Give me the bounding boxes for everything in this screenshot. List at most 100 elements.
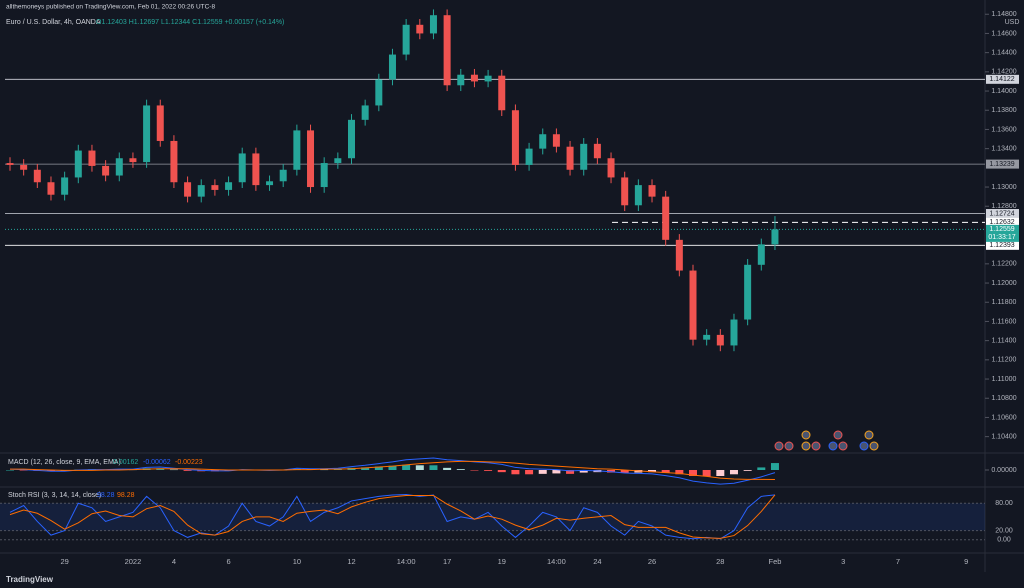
- candle-body: [511, 110, 519, 165]
- stoch-title: Stoch RSI (3, 3, 14, 14, close): [8, 492, 101, 499]
- candle-body: [675, 239, 683, 271]
- currency: USD: [1005, 19, 1020, 26]
- candle-body: [580, 143, 588, 170]
- x-tick-label: 17: [443, 557, 451, 566]
- macd-histogram-bar: [6, 470, 14, 471]
- level-badge: [986, 240, 1019, 250]
- x-tick-label: 24: [593, 557, 601, 566]
- candle-body: [429, 15, 437, 34]
- macd-histogram-bar: [661, 470, 670, 473]
- x-tick-label: 14:00: [547, 557, 566, 566]
- macd-histogram-bar: [648, 470, 657, 473]
- signal-value: -0.00223: [175, 459, 203, 466]
- y-tick-label: 80.00: [995, 500, 1013, 507]
- candle-body: [716, 334, 724, 346]
- candle-body: [74, 150, 82, 178]
- x-tick-label: 4: [172, 557, 176, 566]
- y-tick-label: 1.10600: [991, 414, 1016, 421]
- x-tick-label: 19: [498, 557, 506, 566]
- y-tick-label: 1.11800: [992, 299, 1017, 306]
- level-badge-label: 1.12632: [989, 219, 1014, 226]
- y-tick-label: 1.13800: [991, 107, 1016, 114]
- x-tick-label: Feb: [768, 557, 781, 566]
- y-tick-label: 1.14800: [991, 11, 1016, 18]
- x-tick-label: 10: [293, 557, 301, 566]
- candle-body: [498, 75, 506, 111]
- y-tick-label: 1.11000: [992, 376, 1017, 383]
- macd-hist-value: 0.00162: [113, 459, 138, 466]
- y-tick-label: 1.11600: [992, 318, 1017, 325]
- y-tick-label: 1.12000: [991, 280, 1016, 287]
- stoch-d-line: [9, 494, 776, 539]
- candle-body: [334, 158, 342, 164]
- x-tick-label: 12: [347, 557, 355, 566]
- candle-body: [238, 153, 246, 183]
- y-tick-label: 20.00: [995, 527, 1013, 534]
- macd-histogram-bar: [484, 470, 493, 471]
- candle-body: [211, 185, 219, 190]
- last-price-badge: [986, 224, 1019, 242]
- macd-histogram-bar: [552, 470, 561, 474]
- macd-histogram-bar: [388, 465, 397, 470]
- y-tick-label: 1.13400: [991, 145, 1016, 152]
- macd-histogram-bar: [620, 470, 629, 473]
- macd-line: [9, 457, 776, 485]
- candle-body: [225, 182, 233, 190]
- candle-body: [388, 54, 396, 80]
- macd-histogram-bar: [374, 466, 383, 470]
- level-badge-label: 1.14122: [989, 76, 1014, 83]
- candle-body: [279, 169, 287, 182]
- candle-body: [689, 270, 697, 340]
- level-badge-label: 1.12393: [989, 242, 1014, 249]
- candle-body: [170, 140, 178, 183]
- macd-histogram-bar: [743, 470, 752, 471]
- candle-body: [416, 24, 424, 34]
- y-tick-label: 1.10800: [991, 395, 1016, 402]
- macd-histogram-bar: [169, 469, 178, 471]
- macd-title: MACD (12, 26, close, 9, EMA, EMA): [8, 459, 121, 466]
- macd-histogram-bar: [716, 470, 725, 476]
- macd-histogram-bar: [443, 467, 452, 470]
- macd-histogram-bar: [470, 470, 479, 471]
- candle-body: [402, 24, 410, 55]
- x-tick-label: 14:00: [397, 557, 416, 566]
- candle-body: [730, 319, 738, 346]
- stoch-k-value: 98.28: [97, 492, 115, 499]
- symbol: Euro / U.S. Dollar, 4h, OANDA: [6, 19, 101, 26]
- y-tick-label: 1.11200: [992, 357, 1017, 364]
- level-badge-label: 1.13239: [989, 161, 1014, 168]
- macd-histogram-bar: [566, 470, 575, 474]
- candle-body: [252, 153, 260, 186]
- y-tick-label: 1.13000: [991, 184, 1016, 191]
- macd-histogram-bar: [538, 470, 547, 474]
- level-badge: [986, 217, 1019, 227]
- macd-histogram-bar: [675, 470, 684, 475]
- candle-body: [307, 130, 315, 188]
- candle-body: [348, 119, 355, 159]
- candle-body: [184, 182, 192, 197]
- last-price-label: 1.12559: [989, 226, 1014, 233]
- x-tick-label: 6: [226, 557, 230, 566]
- candle-body: [648, 185, 656, 197]
- x-tick-label: 3: [841, 557, 845, 566]
- level-badge-label: 1.12724: [989, 210, 1014, 217]
- candle-body: [484, 75, 492, 82]
- candle-body: [197, 185, 205, 197]
- candle-body: [361, 105, 369, 120]
- y-tick-label: 0.00: [997, 537, 1011, 544]
- macd-histogram-bar: [689, 470, 697, 476]
- candle-body: [129, 158, 137, 163]
- macd-histogram-bar: [320, 469, 329, 471]
- candle-body: [33, 169, 41, 183]
- x-tick-label: 29: [60, 557, 68, 566]
- candle-body: [115, 158, 123, 176]
- x-tick-label: 9: [964, 557, 968, 566]
- candle-body: [525, 148, 533, 165]
- y-tick-label: 1.10400: [991, 433, 1016, 440]
- candle-body: [375, 79, 383, 106]
- candle-body: [552, 134, 560, 147]
- macd-histogram-bar: [183, 470, 192, 471]
- candle-body: [634, 185, 642, 206]
